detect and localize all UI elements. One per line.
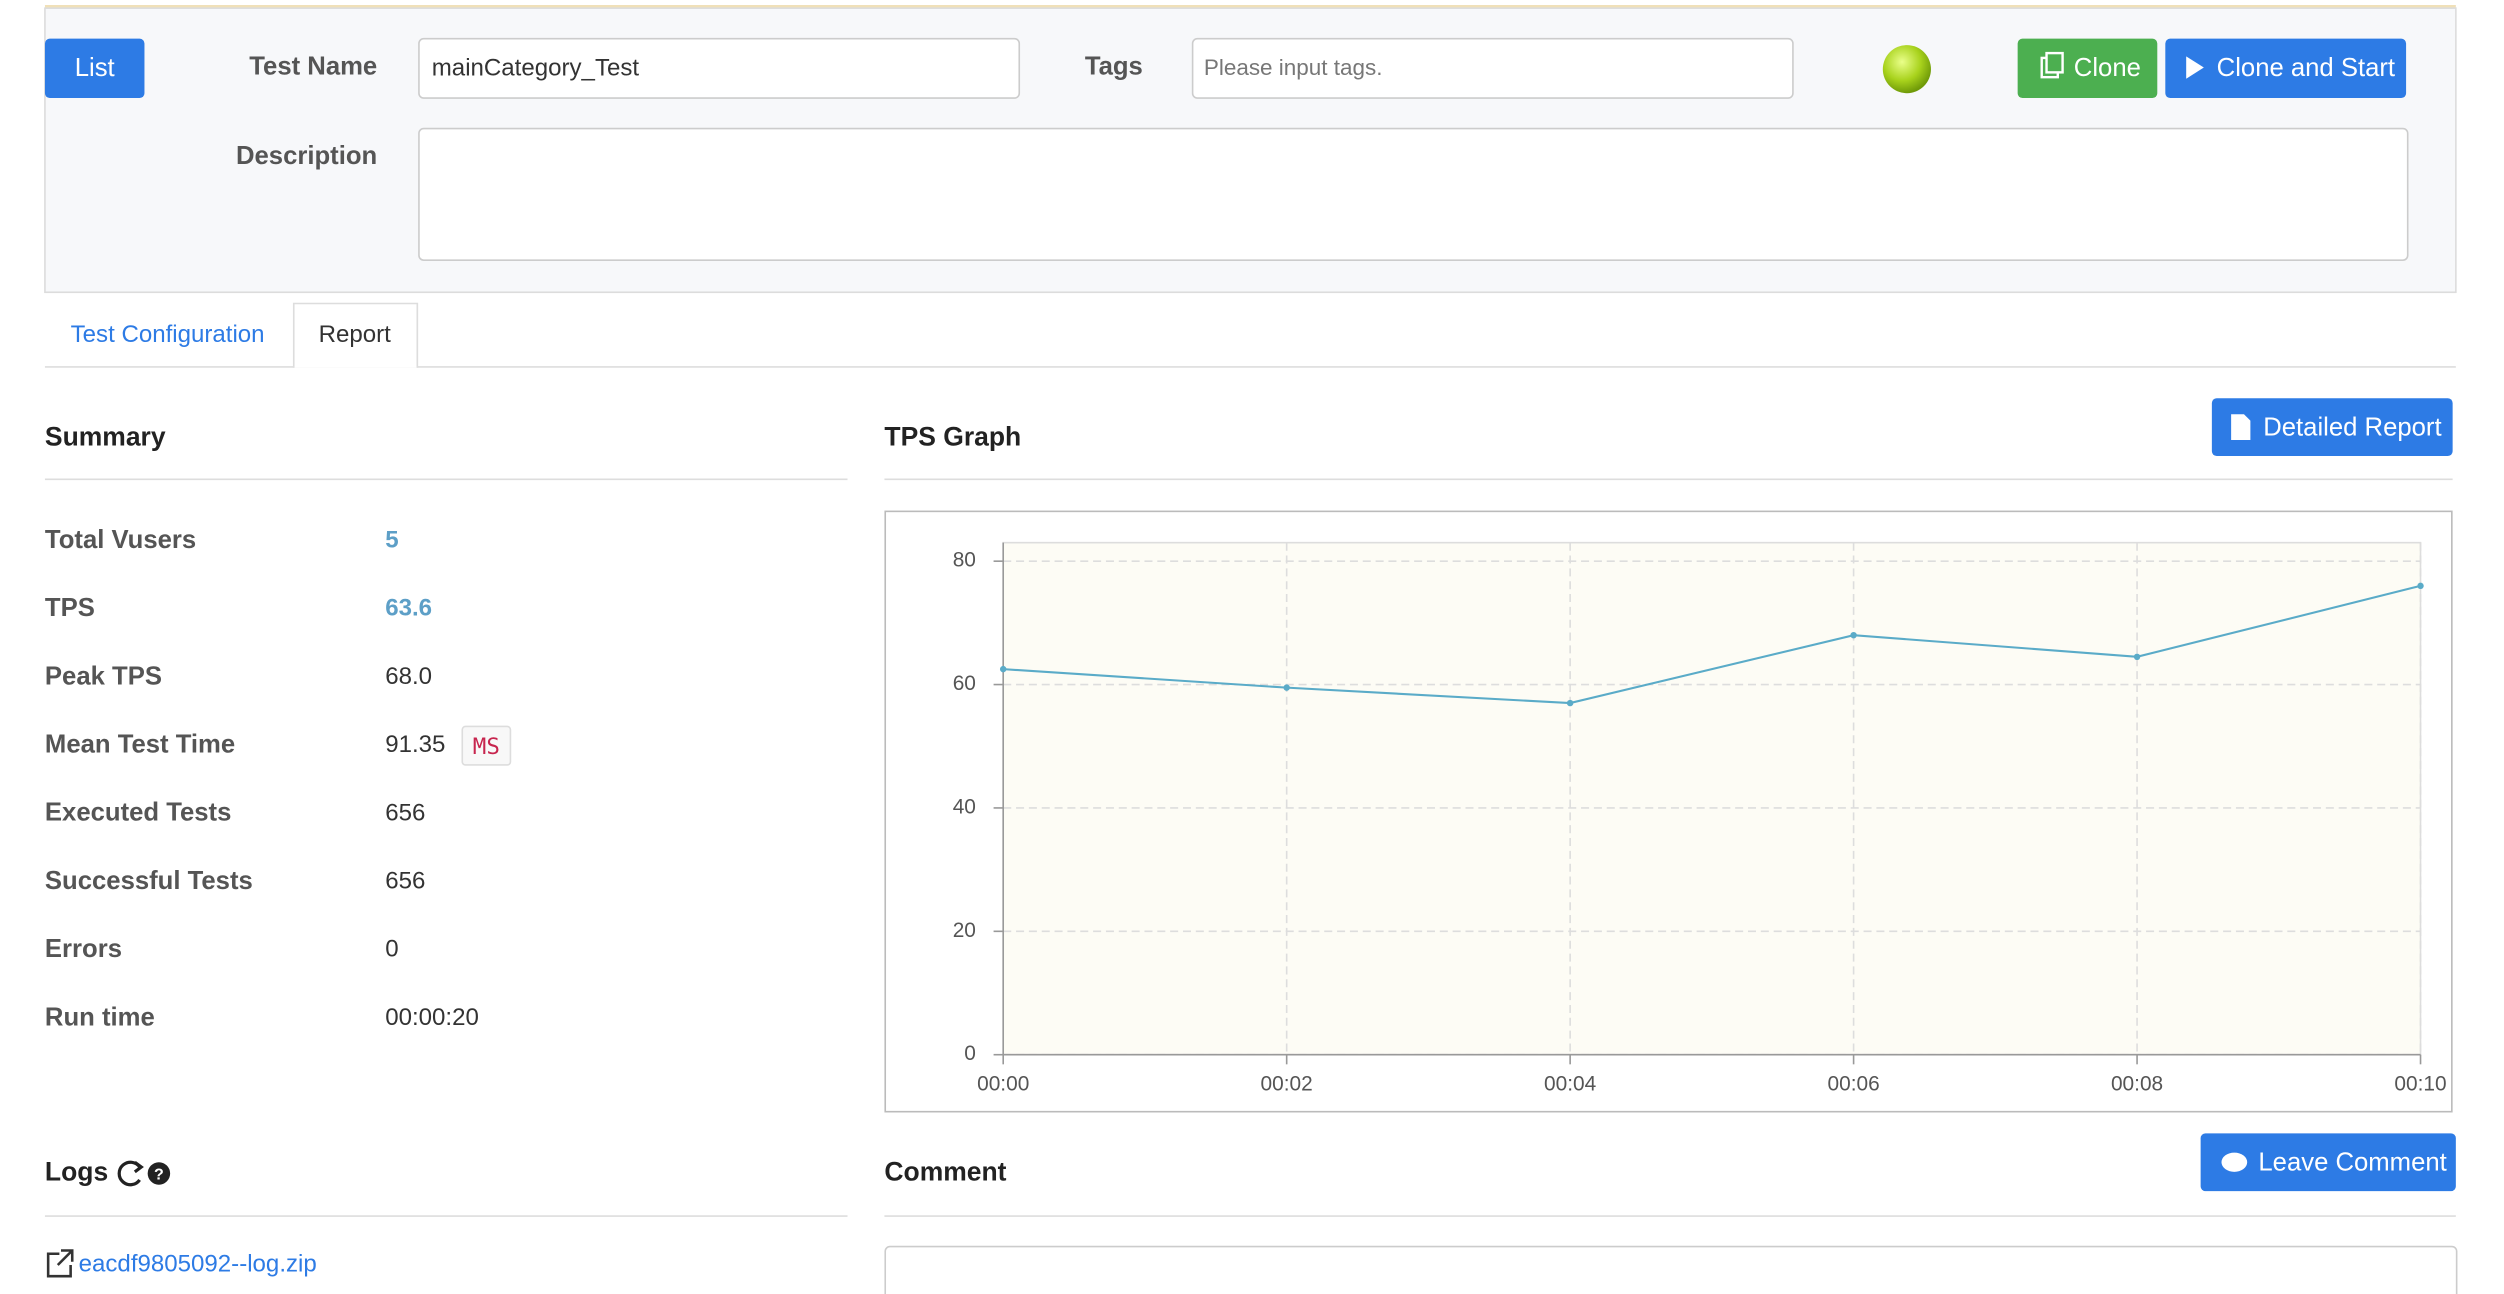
summary-label: Errors <box>45 935 122 963</box>
tps-point <box>1566 699 1574 707</box>
summary-heading: Summary <box>45 421 166 451</box>
summary-label: Run time <box>45 1003 155 1031</box>
summary-value: 0 <box>385 936 398 963</box>
log-link[interactable]: eacdf9805092--log.zip <box>79 1250 317 1277</box>
help-icon[interactable] <box>147 1162 171 1185</box>
graph-heading: TPS Graph <box>884 421 1021 451</box>
detailed-report-text: Detailed Report <box>2263 413 2441 441</box>
y-tick-label: 80 <box>953 549 976 572</box>
clone-icon <box>2045 51 2064 74</box>
help-icon-text: ? <box>154 1165 164 1183</box>
y-tick-label: 40 <box>953 795 976 818</box>
test-name-input[interactable] <box>418 37 1021 99</box>
summary-value: 68.0 <box>385 663 432 690</box>
list-button-text: List <box>75 54 115 82</box>
summary-label: TPS <box>45 594 95 622</box>
clone-button-text: Clone <box>2074 54 2141 82</box>
y-tick-label: 20 <box>953 919 976 942</box>
summary-label: Executed Tests <box>45 799 231 827</box>
tps-point <box>1850 631 1857 639</box>
x-tick-label: 00:04 <box>1544 1073 1596 1096</box>
description-input[interactable] <box>418 127 2409 261</box>
unit-text: MS <box>473 734 500 760</box>
tags-input[interactable] <box>1191 37 1794 99</box>
summary-label: Mean Test Time <box>45 730 235 758</box>
play-icon <box>2186 56 2204 79</box>
test-name-value: mainCategory_Test <box>432 55 640 82</box>
description-label: Description <box>236 142 377 170</box>
x-tick-label: 00:06 <box>1828 1073 1880 1096</box>
comment-icon <box>2221 1152 2248 1172</box>
refresh-icon[interactable] <box>117 1160 144 1187</box>
summary-value: 5 <box>385 526 398 553</box>
external-link-icon <box>46 1249 74 1278</box>
summary-value: 00:00:20 <box>385 1004 479 1031</box>
list-button[interactable] <box>44 38 145 99</box>
summary-label: Total Vusers <box>45 526 196 554</box>
comment-heading: Comment <box>884 1156 1006 1186</box>
x-tick-label: 00:10 <box>2394 1073 2446 1096</box>
leave-comment-text: Leave Comment <box>2258 1149 2446 1177</box>
tps-point <box>999 665 1007 673</box>
y-tick-label: 60 <box>953 672 976 695</box>
tab[interactable]: Test Configuration <box>71 321 265 348</box>
summary-value: 91.35 <box>385 731 445 758</box>
y-tick-label: 0 <box>964 1042 976 1065</box>
tags-placeholder: Please input tags. <box>1204 55 1383 80</box>
summary-value: 63.6 <box>385 595 432 622</box>
file-icon <box>2231 414 2251 440</box>
x-tick-label: 00:08 <box>2111 1073 2163 1096</box>
x-tick-label: 00:02 <box>1261 1073 1313 1096</box>
comment-input[interactable] <box>884 1245 2458 1294</box>
test-name-label: Test Name <box>249 52 377 80</box>
tps-point <box>1283 684 1290 691</box>
active-tab[interactable] <box>292 302 419 368</box>
tps-line <box>1003 584 2421 705</box>
status-indicator <box>1882 45 1931 94</box>
leave-comment-button[interactable] <box>2200 1133 2456 1192</box>
tps-point <box>2133 653 2141 661</box>
detailed-report-button[interactable] <box>2211 398 2453 456</box>
summary-label: Peak TPS <box>45 662 162 690</box>
summary-value: 656 <box>385 868 425 895</box>
clone-start-button[interactable] <box>2165 38 2407 99</box>
clone-start-text: Clone and Start <box>2217 54 2395 82</box>
unit-badge <box>461 725 512 766</box>
plot-area <box>1002 541 2422 1056</box>
tab: Report <box>319 321 392 348</box>
logs-heading: Logs <box>45 1156 108 1186</box>
x-tick-label: 00:00 <box>977 1073 1029 1096</box>
tps-point <box>2417 582 2424 590</box>
tags-label: Tags <box>1085 52 1143 80</box>
summary-value: 656 <box>385 799 425 826</box>
summary-label: Successful Tests <box>45 867 253 895</box>
